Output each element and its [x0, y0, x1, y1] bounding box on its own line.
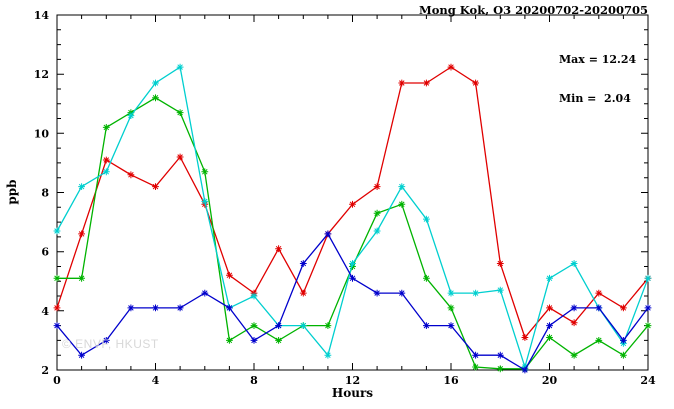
svg-text:10: 10 [34, 127, 50, 140]
svg-text:4: 4 [152, 374, 160, 387]
svg-text:0: 0 [53, 374, 61, 387]
svg-text:8: 8 [41, 187, 49, 200]
watermark: © ENVF, HKUST [62, 337, 159, 351]
series-markers-blue [53, 230, 652, 374]
max-annotation: Max = 12.24 [559, 53, 637, 66]
series-line-green [57, 97, 649, 370]
svg-text:12: 12 [345, 374, 360, 387]
svg-text:24: 24 [640, 374, 656, 387]
series-line-cyan [56, 66, 649, 370]
svg-text:20: 20 [542, 374, 558, 387]
svg-text:12: 12 [34, 68, 49, 81]
svg-text:8: 8 [250, 374, 258, 387]
min-annotation: Min = 2.04 [559, 92, 631, 105]
svg-text:16: 16 [443, 374, 459, 387]
series-markers-green [53, 94, 652, 373]
maxmin-annotation: Max = 12.24 Min = 2.04 [559, 27, 636, 131]
svg-text:4: 4 [41, 305, 49, 318]
chart-title: Mong Kok, O3 20200702-20200705 [418, 3, 648, 17]
x-axis-label: Hours [331, 386, 374, 400]
svg-text:14: 14 [34, 9, 50, 22]
svg-text:2: 2 [41, 364, 49, 377]
series-markers-cyan [53, 63, 652, 371]
svg-text:6: 6 [41, 246, 49, 259]
